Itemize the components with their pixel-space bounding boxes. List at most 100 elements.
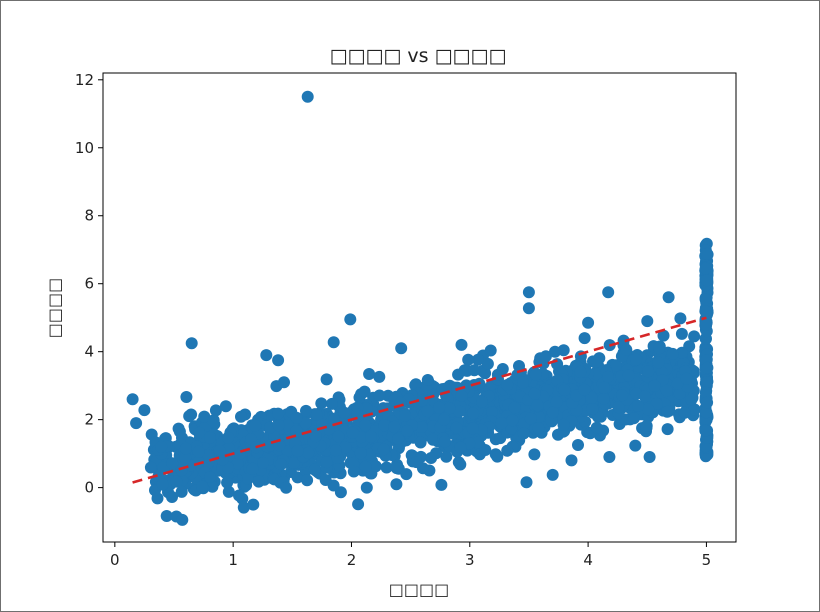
data-point bbox=[590, 368, 603, 381]
data-point bbox=[223, 442, 235, 455]
data-point bbox=[320, 373, 333, 386]
data-point bbox=[699, 262, 712, 275]
data-point bbox=[327, 336, 340, 349]
data-point bbox=[455, 389, 468, 402]
data-point bbox=[495, 417, 508, 430]
data-point bbox=[299, 417, 312, 430]
data-point bbox=[425, 452, 438, 464]
data-point bbox=[648, 379, 661, 392]
y-tick-label: 10 bbox=[75, 139, 94, 157]
y-axis-label: □□□□ bbox=[45, 278, 64, 338]
data-point bbox=[660, 384, 673, 397]
data-point bbox=[685, 393, 698, 406]
data-point bbox=[653, 342, 666, 355]
data-point bbox=[378, 419, 391, 432]
data-point bbox=[272, 419, 285, 432]
data-point bbox=[409, 378, 422, 391]
data-point bbox=[550, 395, 563, 408]
data-point bbox=[582, 316, 595, 329]
data-point bbox=[701, 376, 713, 388]
data-point bbox=[347, 465, 360, 478]
data-point bbox=[598, 381, 610, 394]
data-point bbox=[326, 397, 338, 410]
data-point bbox=[247, 498, 260, 511]
data-point bbox=[641, 315, 654, 328]
data-point bbox=[166, 457, 179, 470]
data-point bbox=[219, 400, 232, 413]
data-point bbox=[557, 418, 570, 431]
data-point bbox=[193, 426, 206, 439]
data-point bbox=[454, 441, 467, 454]
data-point bbox=[287, 457, 300, 469]
y-tick-label: 12 bbox=[75, 71, 94, 89]
data-point bbox=[157, 461, 170, 474]
data-point bbox=[410, 456, 423, 469]
data-point bbox=[662, 291, 675, 304]
data-point bbox=[373, 389, 386, 402]
data-point bbox=[443, 402, 456, 415]
data-point bbox=[467, 407, 480, 420]
data-point bbox=[479, 444, 492, 456]
data-point bbox=[421, 374, 434, 386]
data-point bbox=[700, 274, 713, 287]
data-point bbox=[522, 286, 535, 299]
data-point bbox=[632, 399, 644, 412]
data-point bbox=[242, 472, 254, 485]
data-point bbox=[388, 420, 401, 433]
data-point bbox=[329, 444, 342, 457]
data-point bbox=[699, 424, 712, 437]
data-point bbox=[680, 372, 693, 385]
data-point bbox=[517, 427, 530, 440]
data-point bbox=[246, 462, 259, 475]
data-point bbox=[585, 391, 598, 404]
data-point bbox=[176, 513, 189, 526]
data-point bbox=[155, 440, 168, 453]
data-point bbox=[528, 387, 541, 400]
data-point bbox=[578, 383, 591, 396]
y-tick-label: 6 bbox=[84, 275, 94, 293]
data-point bbox=[602, 286, 615, 299]
data-point bbox=[144, 461, 157, 474]
data-point bbox=[309, 430, 322, 443]
data-point bbox=[501, 444, 514, 457]
data-point bbox=[558, 384, 571, 396]
data-point bbox=[661, 423, 674, 436]
data-point bbox=[209, 404, 222, 417]
data-point bbox=[433, 401, 446, 414]
x-tick-label: 5 bbox=[702, 551, 712, 569]
data-point bbox=[126, 393, 139, 406]
data-point bbox=[450, 421, 463, 434]
reference-line bbox=[132, 316, 707, 484]
data-point bbox=[301, 474, 314, 487]
data-point bbox=[486, 406, 498, 418]
data-point bbox=[363, 368, 376, 380]
data-point bbox=[206, 480, 219, 493]
data-point bbox=[192, 445, 205, 458]
data-point bbox=[233, 489, 245, 502]
data-point bbox=[272, 407, 285, 420]
data-point bbox=[454, 458, 467, 471]
data-point bbox=[363, 448, 376, 461]
data-point bbox=[359, 460, 372, 473]
data-point bbox=[506, 414, 519, 427]
data-point bbox=[700, 318, 712, 331]
data-point bbox=[222, 431, 235, 444]
data-point bbox=[438, 435, 451, 448]
data-point bbox=[369, 460, 382, 473]
data-point bbox=[520, 476, 533, 489]
data-point bbox=[589, 355, 602, 368]
data-point bbox=[290, 411, 303, 424]
data-point bbox=[642, 365, 655, 378]
data-point bbox=[260, 349, 273, 362]
data-point bbox=[701, 396, 714, 409]
data-point bbox=[291, 444, 304, 457]
data-point bbox=[491, 450, 504, 463]
data-point bbox=[578, 332, 591, 345]
data-point bbox=[198, 410, 211, 423]
reference-line-segment bbox=[132, 316, 707, 484]
data-point bbox=[138, 404, 151, 417]
data-point bbox=[678, 406, 691, 419]
data-point bbox=[166, 491, 178, 503]
data-point bbox=[414, 436, 427, 449]
data-point bbox=[531, 399, 544, 412]
